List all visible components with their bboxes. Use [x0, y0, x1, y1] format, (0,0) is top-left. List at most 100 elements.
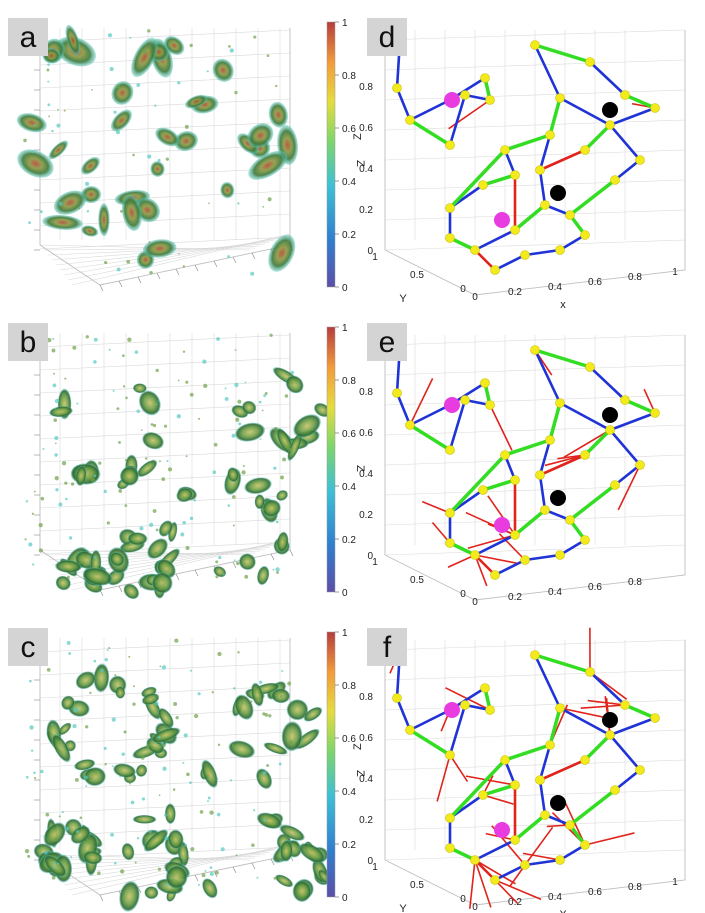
- colorbar-tick-label: 1: [342, 18, 348, 29]
- y-tick-label: 0: [460, 284, 466, 295]
- isosurface-blob: [202, 878, 218, 899]
- network-edge: [473, 838, 517, 862]
- isosurface-speck: [39, 210, 43, 214]
- isosurface-speck: [157, 867, 162, 871]
- isosurface-speck: [182, 879, 185, 882]
- colorbar-tick-label: 0.2: [342, 535, 356, 546]
- network-node: [480, 683, 490, 693]
- isosurface-speck: [31, 512, 35, 515]
- isosurface-speck: [209, 810, 214, 815]
- black-node: [550, 185, 566, 201]
- network-edge: [538, 778, 547, 817]
- network-node: [445, 843, 455, 853]
- colorbar-tick-label: 0.4: [342, 787, 356, 798]
- network-edge-red: [421, 500, 451, 514]
- network-node: [510, 835, 520, 845]
- isosurface-speck: [40, 496, 45, 501]
- isosurface-speck: [262, 771, 267, 775]
- network-node: [530, 650, 540, 660]
- isosurface-speck: [56, 123, 61, 128]
- isosurface-speck: [100, 668, 104, 673]
- colorbar-bar: [326, 631, 336, 898]
- isosurface-speck: [250, 271, 255, 276]
- isosurface-speck: [86, 210, 90, 213]
- network-node: [580, 755, 590, 765]
- isosurface-speck: [150, 423, 154, 426]
- grid-line: [384, 29, 686, 41]
- isosurface-speck: [144, 457, 148, 460]
- isosurface-speck: [273, 466, 277, 470]
- isosurface-speck: [54, 453, 58, 457]
- isosurface-blob: [176, 487, 193, 503]
- isosurface-speck: [132, 153, 135, 157]
- network-node: [535, 775, 545, 785]
- isosurface-speck: [216, 777, 219, 780]
- isosurface-speck: [47, 63, 50, 66]
- tick-mark: [194, 874, 199, 882]
- network-edge-red: [436, 754, 451, 802]
- isosurface-blob: [135, 764, 148, 777]
- isosurface-speck: [51, 875, 56, 880]
- isosurface-speck: [38, 522, 43, 528]
- isosurface-blob: [81, 225, 99, 237]
- isosurface-speck: [201, 873, 206, 878]
- network-edge: [538, 438, 552, 477]
- network-node: [490, 570, 500, 580]
- isosurface-speck: [93, 555, 97, 559]
- isosurface-speck: [42, 448, 45, 451]
- network-node: [445, 750, 455, 760]
- isosurface-speck: [157, 735, 161, 739]
- z-tick-label: 0: [367, 551, 373, 562]
- grid-line: [39, 98, 291, 112]
- z-tick-label: 0.8: [359, 387, 373, 398]
- isosurface-speck: [199, 810, 204, 814]
- isosurface-speck: [197, 883, 200, 886]
- isosurface-blob: [150, 161, 165, 177]
- tick-mark: [137, 276, 142, 284]
- isosurface-speck: [167, 467, 173, 472]
- isosurface-blob: [158, 520, 173, 537]
- isosurface-blob: [42, 214, 83, 230]
- isosurface-speck: [38, 548, 43, 553]
- network-node: [555, 93, 565, 103]
- isosurface-speck: [275, 567, 280, 572]
- isosurface-speck: [251, 843, 255, 847]
- network-node: [635, 765, 645, 775]
- isosurface-speck: [256, 876, 259, 879]
- isosurface-speck: [204, 869, 207, 872]
- network-edge: [613, 463, 642, 487]
- network-edge-red: [449, 754, 469, 783]
- isosurface-speck: [93, 337, 98, 342]
- isosurface-speck: [207, 800, 210, 803]
- isosurface-blob: [82, 850, 103, 865]
- isosurface-blob: [256, 768, 273, 790]
- grid-line: [384, 364, 686, 376]
- isosurface-speck: [93, 474, 97, 478]
- magenta-node: [494, 822, 510, 838]
- network-node: [540, 505, 550, 515]
- isosurface-blob: [142, 431, 164, 450]
- x-tick-label: 0.4: [548, 587, 562, 598]
- network-edge: [408, 118, 452, 147]
- isosurface-speck: [134, 350, 139, 354]
- isosurface-speck: [161, 477, 166, 481]
- network-edge: [493, 863, 527, 882]
- grid-line: [39, 167, 291, 181]
- network-node: [545, 435, 555, 445]
- colorbar-tick-label: 1: [342, 323, 348, 334]
- isosurface-speck: [217, 651, 222, 657]
- grid-line: [384, 334, 686, 346]
- box-frame: [384, 335, 686, 601]
- isosurface-blob: [141, 693, 160, 705]
- isosurface-speck: [222, 573, 225, 576]
- grid-line: [39, 380, 291, 394]
- network-node: [460, 90, 470, 100]
- grid-line: [39, 639, 291, 653]
- isosurface-blob: [82, 567, 113, 586]
- isosurface-speck: [275, 520, 279, 524]
- isosurface-blob: [75, 465, 87, 486]
- z-axis-label: Z: [352, 133, 364, 140]
- network-node: [510, 475, 520, 485]
- isosurface-speck: [93, 659, 97, 663]
- isosurface-blob: [80, 156, 100, 175]
